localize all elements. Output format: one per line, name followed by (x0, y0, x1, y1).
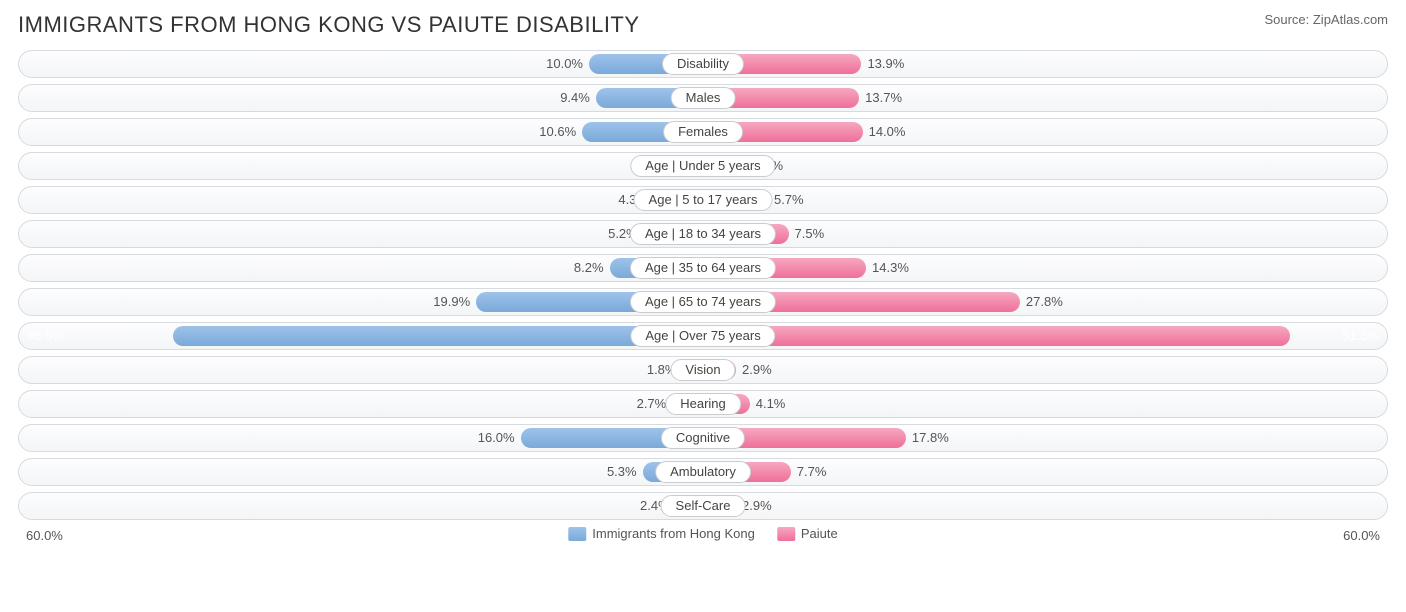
category-pill: Age | 18 to 34 years (630, 223, 776, 245)
category-pill: Vision (670, 359, 735, 381)
legend-item: Paiute (777, 526, 838, 541)
chart-row: 2.7% 4.1% Hearing (18, 390, 1388, 418)
value-label-left: 5.3% (607, 462, 637, 482)
bar-right (703, 326, 1290, 346)
category-pill: Cognitive (661, 427, 745, 449)
chart-title: IMMIGRANTS FROM HONG KONG VS PAIUTE DISA… (18, 12, 640, 38)
value-label-right: 17.8% (912, 428, 949, 448)
legend-label: Immigrants from Hong Kong (592, 526, 755, 541)
category-pill: Age | 65 to 74 years (630, 291, 776, 313)
chart-row: 5.3% 7.7% Ambulatory (18, 458, 1388, 486)
value-label-right: 2.9% (742, 496, 772, 516)
legend-swatch (568, 527, 586, 541)
axis-max-right: 60.0% (1343, 528, 1380, 543)
value-label-left: 2.7% (637, 394, 667, 414)
value-label-left: 10.0% (546, 54, 583, 74)
legend-item: Immigrants from Hong Kong (568, 526, 755, 541)
value-label-right: 13.7% (865, 88, 902, 108)
legend: Immigrants from Hong Kong Paiute (568, 526, 837, 541)
category-pill: Hearing (665, 393, 741, 415)
category-pill: Age | 5 to 17 years (634, 189, 773, 211)
category-pill: Self-Care (661, 495, 746, 517)
axis-max-left: 60.0% (26, 528, 63, 543)
chart-row: 0.95%3.9%Age | Under 5 years (18, 152, 1388, 180)
value-label-right: 2.9% (742, 360, 772, 380)
value-label-right: 14.0% (869, 122, 906, 142)
chart-row: 19.9% 27.8% Age | 65 to 74 years (18, 288, 1388, 316)
chart-area: 10.0%13.9%Disability9.4%13.7%Males10.6%1… (0, 46, 1406, 520)
chart-row: 5.2%7.5%Age | 18 to 34 years (18, 220, 1388, 248)
value-label-left: 8.2% (574, 258, 604, 278)
value-label-right: 7.7% (797, 462, 827, 482)
chart-row: 16.0% 17.8% Cognitive (18, 424, 1388, 452)
legend-swatch (777, 527, 795, 541)
value-label-right: 5.7% (774, 190, 804, 210)
value-label-left: 46.5% (27, 326, 64, 346)
chart-row: 2.4%2.9%Self-Care (18, 492, 1388, 520)
source-attribution: Source: ZipAtlas.com (1264, 12, 1388, 27)
value-label-right: 4.1% (756, 394, 786, 414)
value-label-right: 14.3% (872, 258, 909, 278)
value-label-left: 10.6% (539, 122, 576, 142)
value-label-left: 9.4% (560, 88, 590, 108)
chart-row: 4.3%5.7%Age | 5 to 17 years (18, 186, 1388, 214)
chart-footer: 60.0% Immigrants from Hong Kong Paiute 60… (0, 526, 1406, 552)
category-pill: Females (663, 121, 743, 143)
value-label-right: 27.8% (1026, 292, 1063, 312)
legend-label: Paiute (801, 526, 838, 541)
chart-row: 10.0% 13.9% Disability (18, 50, 1388, 78)
value-label-left: 19.9% (433, 292, 470, 312)
bar-left (173, 326, 703, 346)
category-pill: Disability (662, 53, 744, 75)
category-pill: Age | 35 to 64 years (630, 257, 776, 279)
chart-row: 8.2% 14.3% Age | 35 to 64 years (18, 254, 1388, 282)
category-pill: Age | Under 5 years (630, 155, 775, 177)
value-label-right: 13.9% (867, 54, 904, 74)
chart-row: 9.4% 13.7% Males (18, 84, 1388, 112)
header: IMMIGRANTS FROM HONG KONG VS PAIUTE DISA… (0, 0, 1406, 46)
chart-row: 46.5% 51.5% Age | Over 75 years (18, 322, 1388, 350)
chart-row: 10.6% 14.0% Females (18, 118, 1388, 146)
chart-row: 1.8%2.9%Vision (18, 356, 1388, 384)
category-pill: Age | Over 75 years (630, 325, 775, 347)
value-label-left: 16.0% (478, 428, 515, 448)
value-label-right: 51.5% (1342, 326, 1379, 346)
category-pill: Males (671, 87, 736, 109)
value-label-right: 7.5% (795, 224, 825, 244)
category-pill: Ambulatory (655, 461, 751, 483)
